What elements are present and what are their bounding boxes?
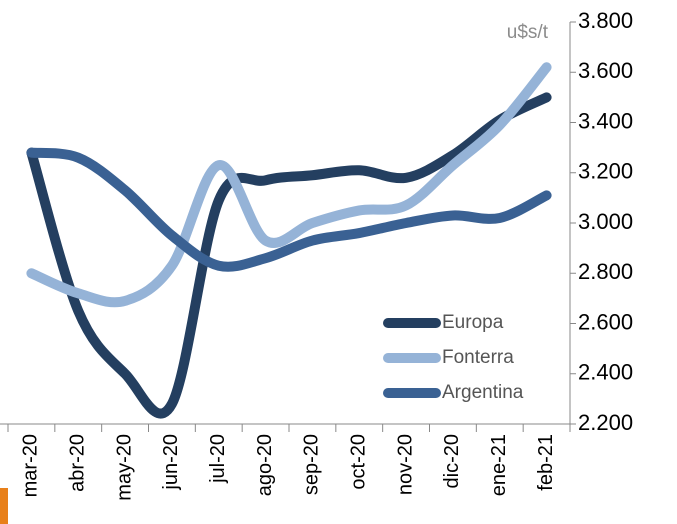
corner-accent [0,488,8,524]
y-tick-label: 2.200 [578,410,633,435]
y-tick-label: 3.000 [578,209,633,234]
legend-label: Europa [442,312,504,333]
y-tick-label: 3.800 [578,8,633,33]
x-tick-label: abr-20 [67,434,89,492]
series-line [26,92,552,419]
x-tick-label: ago-20 [254,434,276,496]
y-tick-label: 2.400 [578,360,633,385]
series-line [26,62,552,308]
x-tick-label: jul-20 [207,434,229,484]
x-tick-label: dic-20 [441,434,463,488]
x-tick-label: ene-21 [488,434,510,496]
y-tick-label: 3.600 [578,58,633,83]
y-tick-label: 3.400 [578,108,633,133]
legend-label: Argentina [442,382,524,403]
y-tick-label: 3.200 [578,159,633,184]
x-tick-label: feb-21 [535,434,557,491]
y-tick-label: 2.600 [578,309,633,334]
x-tick-label: mar-20 [20,434,42,497]
x-tick-label: may-20 [113,434,135,501]
series-line [26,147,552,272]
x-tick-label: oct-20 [348,434,370,490]
x-tick-label: nov-20 [394,434,416,495]
x-tick-label: jun-20 [160,434,182,491]
y-tick-label: 2.800 [578,259,633,284]
unit-label: u$s/t [507,22,549,43]
x-tick-label: sep-20 [301,434,323,495]
legend-label: Fonterra [442,347,514,368]
